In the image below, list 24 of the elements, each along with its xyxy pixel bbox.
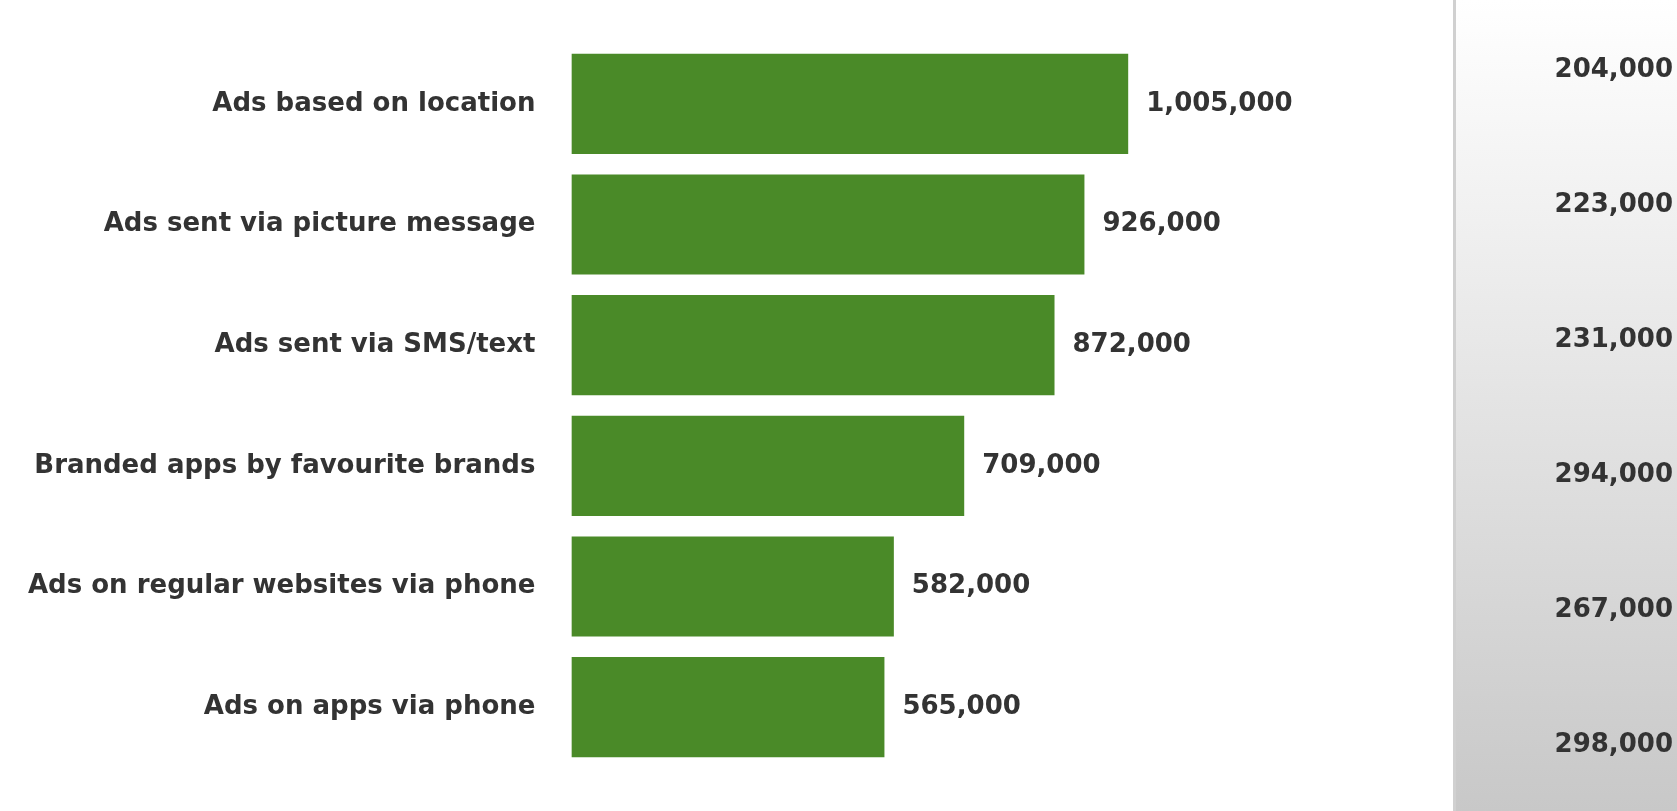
data-label: 709,000 — [982, 448, 1101, 479]
text: 231,000 — [1553, 321, 1674, 355]
y-tick-label: Ads on apps via phone — [203, 689, 536, 720]
data-label: 582,000 — [911, 569, 1031, 600]
y-tick-label: Ads based on location — [212, 86, 536, 117]
text: 294,000 — [1553, 457, 1674, 491]
text: 298,000 — [1553, 727, 1674, 761]
bar — [571, 53, 1129, 154]
bar — [571, 174, 1085, 275]
y-tick-label: Ads sent via SMS/text — [214, 327, 536, 358]
y-tick-label: Ads on regular websites via phone — [28, 569, 536, 600]
bar — [571, 657, 885, 758]
data-label: 565,000 — [902, 689, 1021, 720]
data-label: 872,000 — [1072, 327, 1191, 358]
text: 267,000 — [1553, 592, 1674, 626]
y-tick-label: Branded apps by favourite brands — [34, 448, 536, 479]
bar — [571, 295, 1055, 396]
y-tick-label: Ads sent via picture message — [103, 207, 536, 238]
text: 204,000 — [1553, 51, 1674, 85]
data-label: 926,000 — [1102, 207, 1221, 238]
bar — [571, 415, 965, 516]
data-label: 1,005,000 — [1146, 86, 1293, 117]
bar — [571, 536, 894, 637]
text: 223,000 — [1553, 186, 1674, 220]
